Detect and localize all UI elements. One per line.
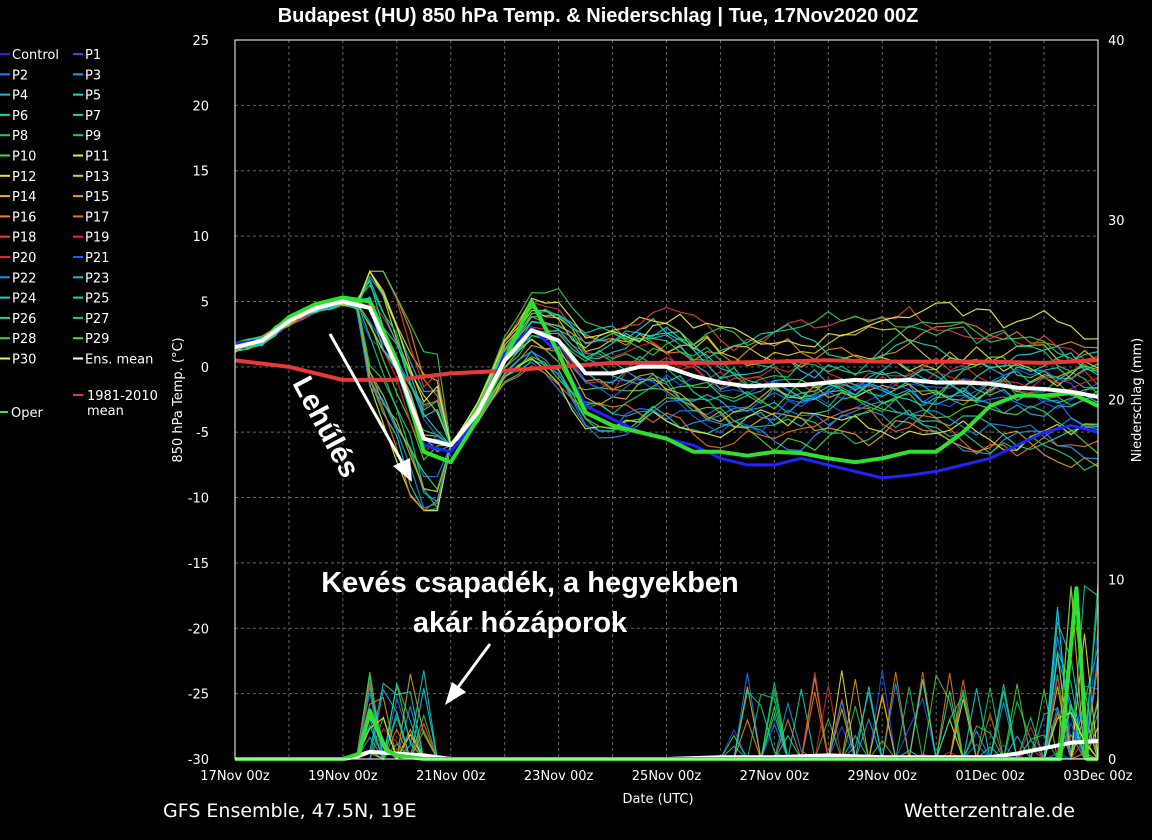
x-tick-label: 17Nov 00z [200,769,270,784]
legend-label: P5 [85,89,101,104]
ensemble-member-line [234,304,1099,512]
y2-axis-label: Niederschlag (mm) [1130,338,1145,463]
legend-label: mean [87,404,124,419]
footer-source: Wetterzentrale.de [904,800,1075,822]
legend-label: P7 [85,109,101,124]
legend-label: P10 [12,150,36,165]
legend-label: P26 [12,312,36,327]
y-tick-label: -30 [188,753,209,768]
precip-annotation-line1: Kevés csapadék, a hegyekben [321,567,739,599]
y2-axis-ticks: 40 30 20 10 0 [1108,34,1125,768]
ensemble-member-line [234,275,1099,447]
cooling-annotation: Lehűlés [286,371,366,483]
y2-tick-label: 40 [1108,34,1125,49]
legend: Control P1 P2 P3 P4 P5 P6 P7 P8 P9 P10 P11 P12 P13 P14… [0,48,158,421]
legend-label: P1 [85,48,101,63]
y-tick-label: -25 [188,688,209,703]
x-tick-label: 27Nov 00z [740,769,810,784]
precip-annotation-line2: akár hózáporok [413,607,628,639]
x-tick-label: 23Nov 00z [524,769,594,784]
legend-label: P27 [85,312,109,327]
x-axis-ticks: 17Nov 00z 19Nov 00z 21Nov 00z 23Nov 00z 25No… [200,769,1132,784]
legend-label: P18 [12,231,36,246]
ensemble-member-line [234,270,1099,447]
ensemble-member-line [234,300,1099,493]
legend-label: P16 [12,210,36,225]
ensemble-member-line [234,301,1099,478]
cooling-arrow [328,333,412,482]
legend-label: P6 [12,109,28,124]
legend-label: P13 [85,170,109,185]
ensemble-member-line [234,300,1099,453]
legend-label: P20 [12,251,36,266]
x-tick-label: 21Nov 00z [416,769,486,784]
legend-label: P25 [85,292,109,307]
legend-label: P4 [12,89,28,104]
ensemble-member-line [234,301,1099,491]
legend-label: P22 [12,271,36,286]
x-tick-label: 03Dec 00z [1063,769,1132,784]
legend-label: P15 [85,190,109,205]
ensemble-member-line [234,298,1099,510]
x-tick-label: 19Nov 00z [308,769,378,784]
legend-label: Control [12,48,59,63]
legend-label: P21 [85,251,109,266]
series-line-ens_mean [234,299,1099,448]
chart-title: Budapest (HU) 850 hPa Temp. & Niederschl… [278,5,919,27]
legend-label: P2 [12,68,28,83]
legend-label: P14 [12,190,36,205]
y-axis-ticks: 25 20 15 10 5 0 -5 -10 -15 -20 -25 -30 [188,34,209,768]
footer-model: GFS Ensemble, 47.5N, 19E [163,800,416,822]
ensemble-member-line [234,283,1099,447]
ensemble-member-line [234,299,1099,512]
legend-label: 1981-2010 [87,389,158,404]
legend-label: P19 [85,231,109,246]
plot-frame [234,39,1099,760]
ensemble-member-line [234,297,1099,461]
y-tick-label: 20 [192,99,209,114]
legend-label: P3 [85,68,101,83]
y-tick-label: 0 [201,361,209,376]
series-line-oper [234,295,1099,465]
legend-label: P12 [12,170,36,185]
x-tick-label: 01Dec 00z [956,769,1025,784]
precip-arrow [445,643,492,705]
y-tick-label: 15 [192,165,209,180]
series-line-clim_1981_2010 [234,358,1099,382]
y2-tick-label: 30 [1108,214,1125,229]
legend-label: P28 [12,332,36,347]
legend-label: P30 [12,353,36,368]
y-axis-label: 850 hPa Temp. (°C) [171,337,186,462]
y-tick-label: -5 [196,426,209,441]
ensemble-member-line [234,279,1099,447]
ensemble-member-line [234,302,1099,447]
x-tick-label: 25Nov 00z [632,769,702,784]
legend-label: Ens. mean [85,353,153,368]
ensemble-member-line [234,298,1099,509]
legend-label: P24 [12,292,36,307]
y2-tick-label: 10 [1108,573,1125,588]
legend-label: P29 [85,332,109,347]
y-tick-label: -20 [188,622,209,637]
legend-label: Oper [11,406,43,421]
grid [235,39,1098,760]
ensemble-member-line [234,295,1099,512]
y-tick-label: -15 [188,557,209,572]
ensemble-member-line [234,270,1099,447]
x-tick-label: 29Nov 00z [848,769,918,784]
y-tick-label: 5 [201,295,209,310]
y-tick-label: 10 [192,230,209,245]
y2-tick-label: 20 [1108,394,1125,409]
y-tick-label: -10 [188,492,209,507]
legend-label: P17 [85,210,109,225]
y2-tick-label: 0 [1108,753,1116,768]
legend-label: P8 [12,129,28,144]
legend-label: P9 [85,129,101,144]
y-tick-label: 25 [192,34,209,49]
legend-label: P23 [85,271,109,286]
x-axis-label: Date (UTC) [622,792,693,807]
legend-label: P11 [85,150,109,165]
